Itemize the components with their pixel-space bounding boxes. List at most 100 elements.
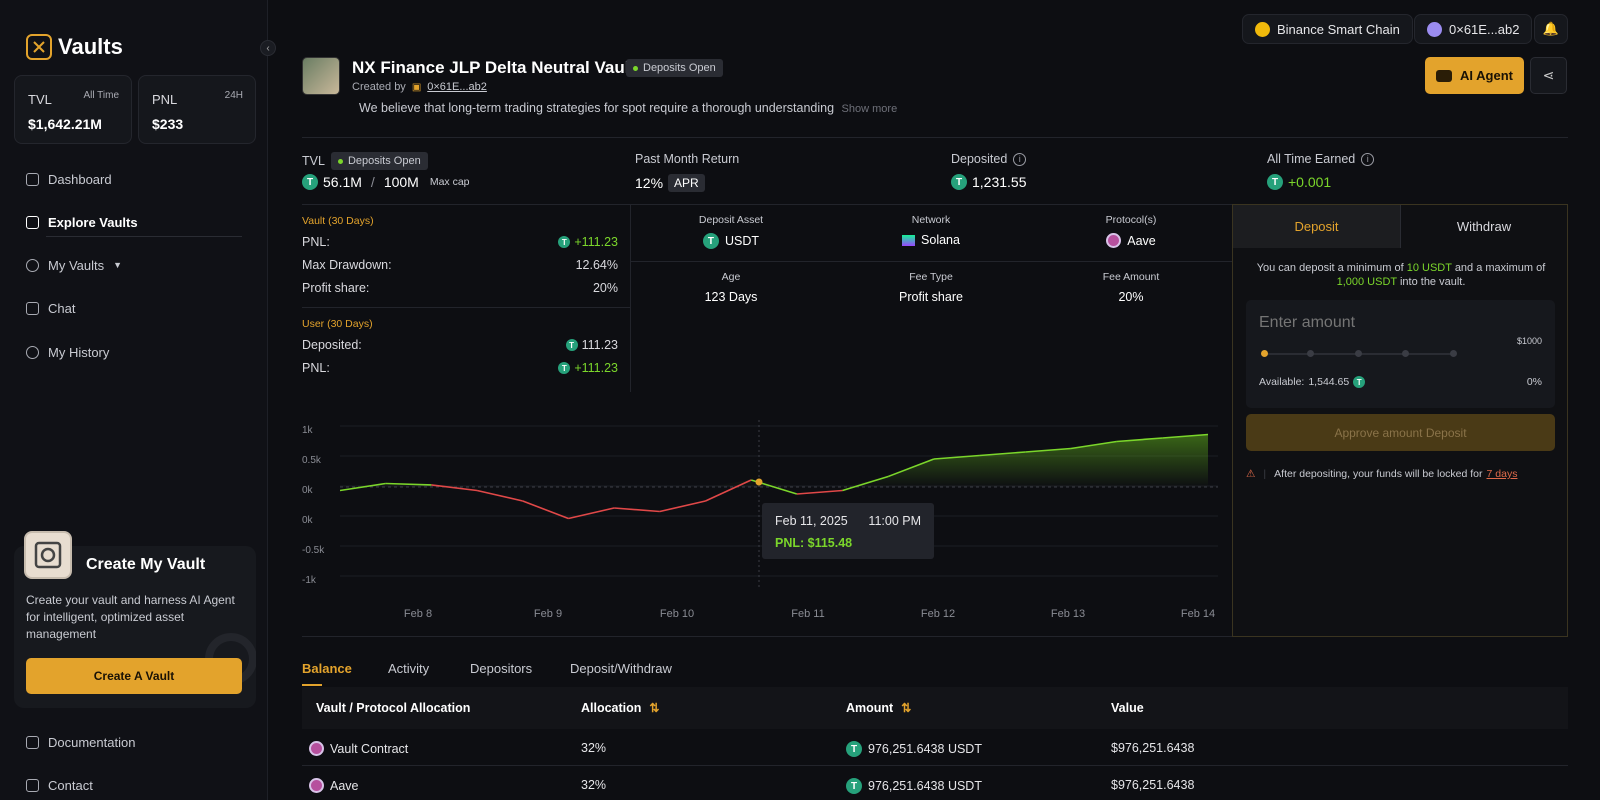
chevron-left-icon: ‹ bbox=[266, 42, 270, 54]
note-text: and a maximum of bbox=[1454, 262, 1546, 274]
sidebar-item-dashboard[interactable]: Dashboard bbox=[26, 168, 242, 190]
create-vault-button[interactable]: Create A Vault bbox=[26, 658, 242, 694]
home-icon bbox=[26, 172, 39, 186]
column-header-amount[interactable]: Amount ⇅ bbox=[846, 701, 911, 715]
row-value: T +111.23 bbox=[558, 235, 618, 249]
column-header: Vault / Protocol Allocation bbox=[316, 701, 471, 715]
fee-type-cell: Fee Type Profit share bbox=[831, 271, 1031, 304]
sidebar-item-my-vaults[interactable]: My Vaults ▼ bbox=[26, 254, 242, 276]
stat-value: $1,642.21M bbox=[28, 116, 102, 132]
tab-depositors[interactable]: Depositors bbox=[470, 661, 533, 676]
y-tick-label: -0.5k bbox=[302, 545, 325, 556]
stat-value: $233 bbox=[152, 116, 184, 132]
slider-step[interactable] bbox=[1307, 350, 1314, 357]
note-text: into the vault. bbox=[1399, 276, 1466, 288]
user-30d-section-label: User (30 Days) bbox=[302, 318, 373, 330]
sidebar-item-label: Dashboard bbox=[48, 171, 112, 187]
cell-value: T USDT bbox=[631, 233, 831, 249]
created-by-label: Created by bbox=[352, 81, 406, 93]
amount-input[interactable] bbox=[1259, 314, 1459, 332]
sort-icon[interactable]: ⇅ bbox=[649, 701, 660, 715]
ai-agent-button[interactable]: AI Agent bbox=[1425, 57, 1524, 94]
row-value: T 111.23 bbox=[565, 338, 618, 352]
min-deposit: 10 USDT bbox=[1406, 262, 1452, 274]
slider-step[interactable] bbox=[1402, 350, 1409, 357]
info-icon[interactable]: i bbox=[1013, 152, 1027, 166]
sidebar-item-documentation[interactable]: Documentation bbox=[26, 731, 242, 753]
sidebar-item-contact[interactable]: Contact bbox=[26, 774, 242, 796]
tab-balance[interactable]: Balance bbox=[302, 661, 352, 676]
create-vault-promo: Create My Vault Create your vault and ha… bbox=[14, 546, 256, 708]
vault-logo-icon bbox=[26, 34, 52, 60]
slider-step[interactable] bbox=[1355, 350, 1362, 357]
sidebar-item-label: Contact bbox=[48, 777, 93, 793]
promo-description: Create your vault and harness AI Agent f… bbox=[26, 593, 235, 641]
table-row[interactable]: Aave 32% T 976,251.6438 USDT $976,251.643… bbox=[302, 767, 1568, 800]
row-value: T +111.23 bbox=[558, 361, 618, 375]
slider-knob[interactable] bbox=[1261, 350, 1268, 357]
pnl-amount: +111.23 bbox=[574, 361, 618, 375]
show-more-link[interactable]: Show more bbox=[841, 103, 898, 115]
vault-icon bbox=[26, 215, 39, 229]
cell-value: 123 Days bbox=[704, 290, 758, 304]
table-row[interactable]: Vault Contract 32% T 976,251.6438 USDT $9… bbox=[302, 730, 1568, 766]
earned-amount: +0.001 bbox=[1288, 174, 1332, 190]
pnl-stat-card: PNL 24H $233 bbox=[138, 75, 256, 144]
usdt-icon: T bbox=[1267, 174, 1283, 190]
brand-logo[interactable]: Vaults bbox=[26, 34, 123, 60]
usdt-icon: T bbox=[565, 339, 578, 351]
amount-value: 976,251.6438 USDT bbox=[868, 779, 982, 793]
chart-tooltip: Feb 11, 2025 11:00 PM PNL: $115.48 bbox=[762, 503, 934, 559]
stat-label: PNL bbox=[152, 92, 178, 107]
pnl-line-segment bbox=[522, 500, 569, 520]
aave-icon bbox=[1106, 233, 1122, 248]
tab-deposit-withdraw[interactable]: Deposit/Withdraw bbox=[570, 661, 672, 676]
tab-withdraw[interactable]: Withdraw bbox=[1400, 205, 1567, 248]
x-tick-label: Feb 14 bbox=[1180, 608, 1216, 620]
sidebar-item-explore-vaults[interactable]: Explore Vaults bbox=[26, 211, 242, 233]
created-by: Created by ▣ 0×61E...ab2 bbox=[352, 81, 487, 93]
approve-deposit-button[interactable]: Approve amount Deposit bbox=[1246, 414, 1555, 451]
amount-slider[interactable] bbox=[1261, 350, 1457, 357]
sidebar-item-my-history[interactable]: My History bbox=[26, 341, 242, 363]
divider bbox=[302, 137, 1568, 138]
wallet-button[interactable]: 0×61E...ab2 bbox=[1414, 14, 1533, 44]
chart-plot[interactable] bbox=[340, 420, 1218, 590]
row-value: 20% bbox=[592, 281, 618, 295]
table-cell: 32% bbox=[581, 778, 607, 792]
network-selector[interactable]: Binance Smart Chain bbox=[1242, 14, 1413, 44]
creator-address-link[interactable]: 0×61E...ab2 bbox=[427, 81, 487, 93]
pnl-line-segment bbox=[1116, 437, 1163, 443]
row-label: Max Drawdown: bbox=[302, 258, 392, 272]
row-label: PNL: bbox=[302, 235, 330, 249]
sidebar-item-chat[interactable]: Chat bbox=[26, 297, 242, 319]
sort-icon[interactable]: ⇅ bbox=[901, 701, 912, 715]
max-amount-label: $1000 bbox=[1516, 336, 1542, 346]
notifications-button[interactable]: 🔔 bbox=[1534, 14, 1568, 44]
tab-activity[interactable]: Activity bbox=[388, 661, 430, 676]
share-button[interactable]: ⋖ bbox=[1530, 57, 1567, 94]
usdt-icon: T bbox=[302, 174, 318, 190]
tooltip-time: 11:00 PM bbox=[868, 514, 921, 528]
tvl-label: TVL Deposits Open bbox=[302, 152, 428, 170]
slider-percent: 0% bbox=[1526, 376, 1542, 388]
tab-deposit[interactable]: Deposit bbox=[1233, 205, 1400, 248]
usdt-icon: T bbox=[558, 236, 571, 248]
lock-days-link[interactable]: 7 days bbox=[1486, 468, 1518, 480]
available-amount: 1,544.65 bbox=[1308, 376, 1350, 388]
column-header: Value bbox=[1111, 701, 1144, 715]
stat-label: TVL bbox=[28, 92, 52, 107]
pnl-line-segment bbox=[887, 458, 935, 478]
collapse-sidebar-button[interactable]: ‹ bbox=[260, 40, 276, 56]
profit-share-row: Profit share: 20% bbox=[302, 281, 618, 295]
amount-box: $1000 Available: 1,544.65 T 0% bbox=[1246, 300, 1555, 408]
deposited-amount: 1,231.55 bbox=[972, 174, 1027, 190]
slider-step[interactable] bbox=[1450, 350, 1457, 357]
available-balance: Available: 1,544.65 T bbox=[1259, 376, 1366, 388]
info-icon[interactable]: i bbox=[1361, 152, 1375, 166]
network-cell: Network Solana bbox=[831, 214, 1031, 247]
max-deposit: 1,000 USDT bbox=[1336, 276, 1397, 288]
available-label: Available: bbox=[1259, 376, 1305, 388]
protocols-cell: Protocol(s) Aave bbox=[1031, 214, 1231, 248]
column-header-allocation[interactable]: Allocation ⇅ bbox=[581, 701, 659, 715]
